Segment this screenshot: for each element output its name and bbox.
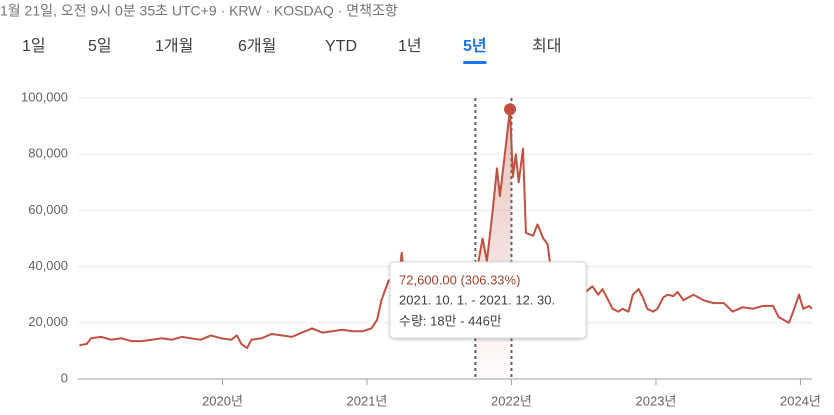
tab[interactable]: 5년 [463,36,487,55]
tab[interactable]: YTD [325,38,357,55]
tooltip: 72,600.00 (306.33%) 2021. 10. 1. - 2021. … [389,261,587,339]
tab[interactable]: 최대 [532,37,561,55]
price-line [79,108,813,350]
tooltip-box [389,261,587,339]
tab[interactable]: 1년 [398,37,422,55]
y-tick-label: 0 [61,370,68,385]
tooltip-value: 72,600.00 (306.33%) [399,272,520,287]
tab[interactable]: 1개월 [155,37,193,55]
tab-underline [463,61,487,64]
peak-dot [504,103,517,116]
y-tick-label: 100,000 [21,89,68,104]
y-tick-label: 40,000 [28,258,68,273]
tab[interactable]: 6개월 [238,37,276,55]
x-tick-label: 2021년 [347,393,388,408]
tab[interactable]: 5일 [88,37,112,55]
tooltip-volume: 수량: 18만 - 446만 [399,313,502,328]
tab[interactable]: 1일 [22,37,46,55]
y-tick-label: 20,000 [28,314,68,329]
tooltip-range: 2021. 10. 1. - 2021. 12. 30. [399,292,555,307]
x-tick-label: 2024년 [780,393,821,408]
x-tick-label: 2022년 [491,393,532,408]
x-tick-label: 2023년 [636,393,677,408]
y-tick-label: 80,000 [28,146,68,161]
y-tick-label: 60,000 [28,202,68,217]
header-text: 1월 21일, 오전 9시 0분 35초 UTC+9 · KRW · KOSDA… [0,3,398,19]
x-tick-label: 2020년 [202,393,243,408]
